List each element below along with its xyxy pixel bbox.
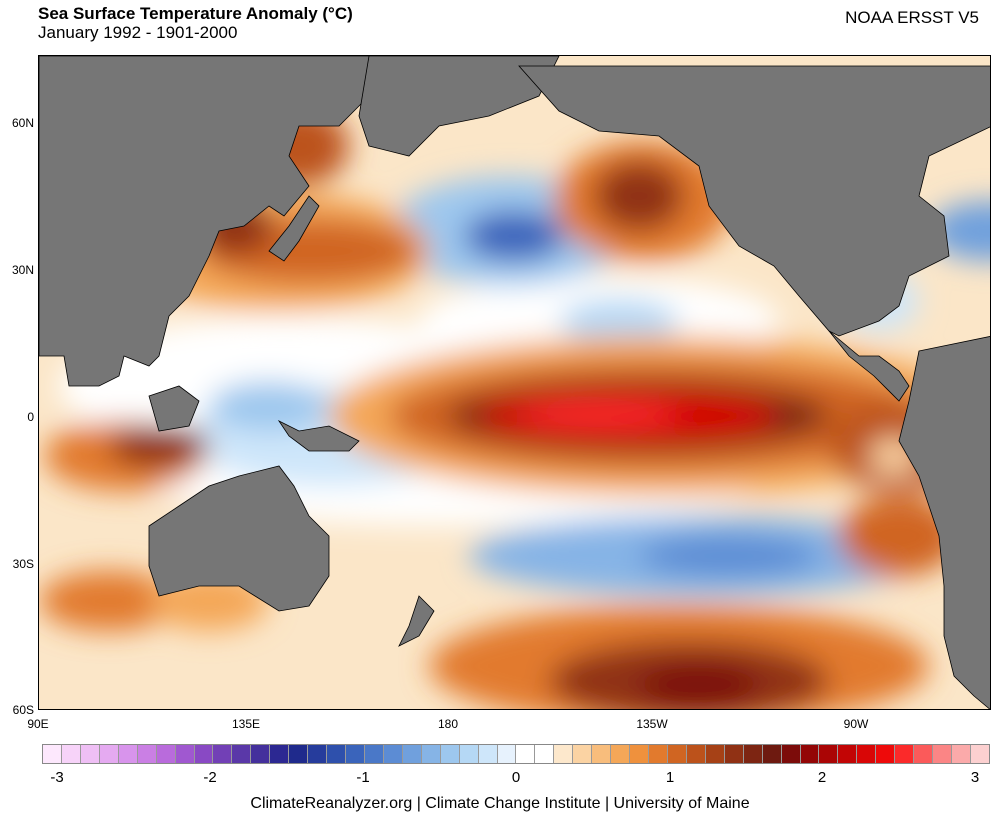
chart-subtitle: January 1992 - 1901-2000 <box>38 23 238 42</box>
footer-credits: ClimateReanalyzer.org | Climate Change I… <box>250 795 750 812</box>
colorbar-swatch <box>251 745 271 763</box>
colorbar-swatch <box>762 745 782 763</box>
colorbar-swatch <box>838 745 858 763</box>
colorbar-label-0: 0 <box>511 769 521 786</box>
new-zealand <box>398 595 435 647</box>
colorbar-label-2: 2 <box>817 769 827 786</box>
colorbar-swatch <box>667 745 687 763</box>
colorbar-swatch <box>933 745 952 763</box>
north-america-landmass <box>518 65 990 337</box>
colorbar-swatch <box>876 745 896 763</box>
central-america <box>828 330 910 402</box>
colorbar-swatch <box>705 745 725 763</box>
colorbar-swatch <box>80 745 100 763</box>
colorbar-swatch <box>61 745 81 763</box>
colorbar-swatch <box>118 745 138 763</box>
colorbar-swatch <box>554 745 574 763</box>
colorbar-swatch <box>592 745 612 763</box>
colorbar-swatch <box>43 745 62 763</box>
lat-tick-30s: 30S <box>12 557 34 571</box>
colorbar-label-3: 3 <box>970 769 980 786</box>
colorbar-swatch <box>213 745 233 763</box>
colorbar-swatch <box>914 745 934 763</box>
colorbar-swatch <box>497 745 517 763</box>
colorbar-swatch <box>327 745 346 763</box>
colorbar-swatch <box>611 745 631 763</box>
chart-title: Sea Surface Temperature Anomaly (°C) <box>38 4 353 23</box>
colorbar-swatch <box>289 745 309 763</box>
sst-anomaly-map <box>38 55 991 710</box>
colorbar-swatch <box>383 745 403 763</box>
colorbar-swatch <box>819 745 839 763</box>
lat-tick-60n: 60N <box>11 116 34 130</box>
lon-tick-90e: 90E <box>27 717 49 731</box>
colorbar-swatch <box>952 745 971 763</box>
colorbar-swatch <box>630 745 649 763</box>
colorbar-label-neg2: -2 <box>203 769 217 786</box>
colorbar-swatch <box>857 745 877 763</box>
colorbar-swatch <box>270 745 290 763</box>
colorbar-swatch <box>232 745 252 763</box>
colorbar-swatch <box>346 745 365 763</box>
australia-landmass <box>148 465 330 612</box>
dataset-source: NOAA ERSST V5 <box>845 8 979 27</box>
colorbar-swatch <box>156 745 176 763</box>
lat-tick-0: 0 <box>27 410 34 424</box>
japan <box>268 195 320 262</box>
colorbar-legend <box>42 744 990 764</box>
borneo <box>148 385 200 432</box>
lon-tick-90w: 90W <box>843 717 869 731</box>
colorbar-swatch <box>364 745 384 763</box>
colorbar-swatch <box>440 745 460 763</box>
colorbar-swatch <box>800 745 820 763</box>
colorbar-label-neg3: -3 <box>50 769 64 786</box>
lat-tick-30n: 30N <box>11 263 34 277</box>
colorbar-swatch <box>535 745 555 763</box>
asia-landmass <box>39 56 370 387</box>
lon-tick-135w: 135W <box>636 717 668 731</box>
colorbar-swatch <box>516 745 536 763</box>
colorbar-swatch <box>686 745 706 763</box>
colorbar-swatch <box>175 745 195 763</box>
south-america-landmass <box>898 336 990 709</box>
colorbar-swatch <box>99 745 119 763</box>
lon-tick-180: 180 <box>437 717 459 731</box>
lon-tick-135e: 135E <box>231 717 261 731</box>
colorbar-swatch <box>402 745 422 763</box>
colorbar-label-neg1: -1 <box>356 769 370 786</box>
colorbar-swatch <box>573 745 593 763</box>
colorbar-swatch <box>478 745 498 763</box>
new-guinea <box>277 419 360 452</box>
colorbar-swatch <box>308 745 328 763</box>
colorbar-swatch <box>459 745 479 763</box>
colorbar-swatch <box>421 745 441 763</box>
colorbar-swatch <box>781 745 801 763</box>
colorbar-swatch <box>724 745 744 763</box>
colorbar-label-1: 1 <box>665 769 675 786</box>
colorbar-swatch <box>194 745 214 763</box>
colorbar-swatch <box>649 745 668 763</box>
colorbar-swatch <box>137 745 157 763</box>
colorbar-swatch <box>970 745 989 763</box>
colorbar-swatch <box>743 745 763 763</box>
lat-tick-60s: 60S <box>12 703 34 717</box>
colorbar-swatch <box>895 745 915 763</box>
